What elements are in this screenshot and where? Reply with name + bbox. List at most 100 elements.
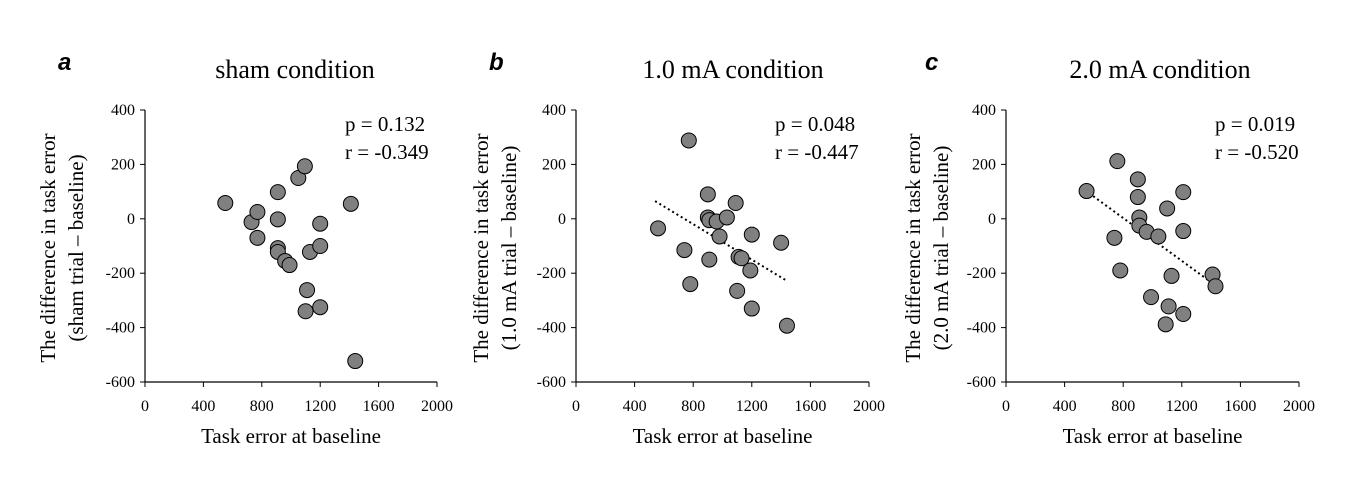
x-tick-label: 400	[1053, 398, 1077, 415]
x-tick-label: 1600	[363, 398, 395, 415]
x-axis-label: Task error at baseline	[633, 424, 813, 448]
y-tick-label: 0	[127, 211, 135, 228]
data-point	[743, 226, 760, 243]
data-point	[682, 276, 699, 293]
data-point	[778, 317, 795, 334]
x-tick-label: 1600	[1224, 398, 1256, 415]
x-tick-label: 800	[681, 398, 705, 415]
data-point	[733, 250, 750, 267]
y-tick-label: 200	[111, 156, 135, 173]
r-value-label: r = -0.349	[345, 140, 429, 164]
x-tick-label: 2000	[853, 398, 885, 415]
x-tick-label: 1200	[304, 398, 336, 415]
y-tick-label: 400	[542, 102, 566, 119]
data-point	[742, 262, 759, 279]
x-tick-label: 2000	[421, 398, 453, 415]
x-tick-label: 0	[1002, 398, 1010, 415]
x-tick-label: 400	[191, 398, 215, 415]
y-tick-label: 200	[972, 156, 996, 173]
data-point	[269, 211, 286, 228]
data-point	[729, 282, 746, 299]
x-tick-label: 800	[1111, 398, 1135, 415]
data-point	[1175, 184, 1192, 201]
data-point	[773, 234, 790, 251]
data-point	[1109, 153, 1126, 170]
data-point	[1150, 228, 1167, 245]
data-point	[1157, 316, 1174, 333]
x-tick-label: 1200	[1166, 398, 1198, 415]
y-axis-label-line-1: The difference in task error	[901, 133, 925, 362]
y-tick-label: -400	[967, 320, 996, 337]
y-tick-label: -200	[106, 265, 135, 282]
x-tick-label: 2000	[1283, 398, 1315, 415]
data-point	[1163, 267, 1180, 284]
data-point	[1129, 189, 1146, 206]
y-tick-label: -400	[106, 320, 135, 337]
y-tick-label: -200	[537, 265, 566, 282]
y-tick-label: -200	[967, 265, 996, 282]
data-point	[680, 132, 697, 149]
data-point	[743, 300, 760, 317]
chart-title: 2.0 mA condition	[1069, 55, 1250, 84]
data-point	[269, 184, 286, 201]
y-tick-label: -600	[106, 374, 135, 391]
x-tick-label: 1600	[794, 398, 826, 415]
x-tick-label: 800	[250, 398, 274, 415]
p-value-label: p = 0.132	[345, 112, 425, 136]
data-point	[1160, 298, 1177, 315]
data-point	[217, 195, 234, 212]
x-tick-label: 0	[572, 398, 580, 415]
r-value-label: r = -0.520	[1215, 140, 1299, 164]
y-tick-label: 0	[988, 211, 996, 228]
data-point	[347, 353, 364, 370]
data-point	[701, 251, 718, 268]
data-point	[1175, 306, 1192, 322]
y-tick-label: 0	[558, 211, 566, 228]
data-point	[342, 195, 359, 212]
data-point	[281, 257, 298, 274]
data-point	[650, 220, 667, 237]
panel-letter: c	[925, 49, 938, 76]
p-value-label: p = 0.048	[775, 112, 855, 136]
data-point	[718, 209, 735, 226]
panel-letter: a	[58, 49, 71, 76]
y-tick-label: 200	[542, 156, 566, 173]
y-axis-label-line-1: The difference in task error	[469, 133, 493, 362]
y-axis-label-line-1: The difference in task error	[36, 133, 60, 362]
y-tick-label: -600	[967, 374, 996, 391]
data-point	[699, 186, 716, 203]
p-value-label: p = 0.019	[1215, 112, 1295, 136]
y-tick-label: -600	[537, 374, 566, 391]
chart-title: 1.0 mA condition	[642, 55, 823, 84]
data-point	[1078, 183, 1095, 200]
chart-panel-a: a sham condition -600 -400 -200 0 200 400 0 400 80…	[36, 49, 453, 448]
x-tick-label: 0	[141, 398, 149, 415]
y-tick-label: 400	[972, 102, 996, 119]
data-point	[1175, 223, 1192, 240]
y-axis-label-line-2: (2.0 mA trial – baseline)	[929, 146, 953, 351]
x-tick-label: 1200	[736, 398, 768, 415]
x-tick-label: 400	[623, 398, 647, 415]
data-point	[676, 242, 693, 259]
chart-title: sham condition	[215, 55, 375, 84]
data-point	[297, 303, 314, 320]
data-point	[711, 228, 728, 245]
y-axis-label-line-2: (sham trial – baseline)	[64, 154, 88, 341]
data-point	[1112, 262, 1129, 279]
chart-panel-c: c 2.0 mA condition -600 -400 -200 0 200 400 0 400…	[901, 49, 1315, 448]
data-point	[296, 158, 313, 175]
data-point	[249, 229, 266, 246]
r-value-label: r = -0.447	[775, 140, 859, 164]
y-tick-label: -400	[537, 320, 566, 337]
data-point	[1106, 229, 1123, 246]
y-axis-label-line-2: (1.0 mA trial – baseline)	[497, 146, 521, 351]
panel-letter: b	[489, 49, 504, 76]
data-point	[727, 195, 744, 212]
x-axis-label: Task error at baseline	[201, 424, 381, 448]
data-point	[249, 204, 266, 220]
data-point	[299, 282, 316, 299]
data-point	[1159, 200, 1176, 217]
x-axis-label: Task error at baseline	[1063, 424, 1243, 448]
data-point	[312, 215, 329, 232]
